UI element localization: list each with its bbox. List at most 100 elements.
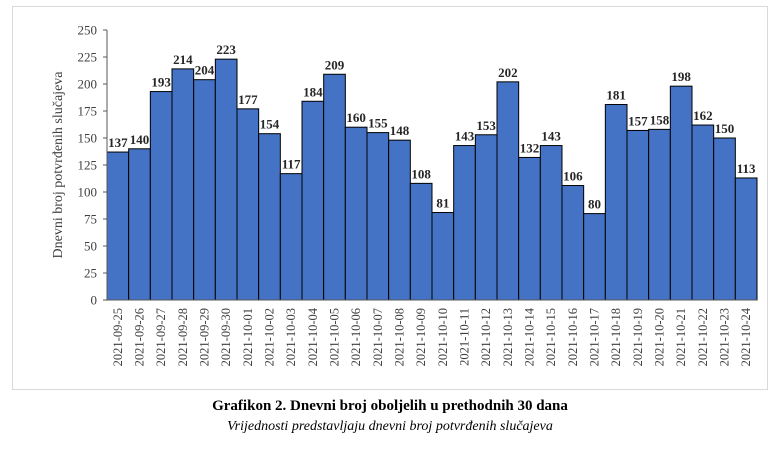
- x-tick-label: 2021-10-15: [544, 308, 558, 366]
- chart-caption-title: Grafikon 2. Dnevni broj oboljelih u pret…: [212, 398, 568, 414]
- bar: [561, 185, 585, 301]
- y-tick-label: 125: [78, 158, 98, 173]
- data-label: 160: [346, 110, 366, 125]
- y-tick-label: 250: [78, 23, 98, 38]
- bar: [604, 104, 628, 301]
- y-tick-label: 225: [78, 50, 98, 65]
- bar: [388, 139, 411, 301]
- data-label: 132: [520, 140, 540, 155]
- x-tick-label: 2021-10-07: [371, 308, 385, 366]
- x-tick-label: 2021-10-14: [523, 307, 537, 366]
- bar: [236, 108, 260, 301]
- bar: [301, 100, 325, 301]
- bar: [518, 156, 541, 301]
- bar: [626, 129, 650, 301]
- y-tick-label: 25: [84, 266, 97, 281]
- x-tick-label: 2021-10-04: [306, 307, 320, 366]
- x-axis-ticks: 2021-09-25 2021-09-26 2021-09-27 2021-09-28…: [111, 307, 753, 366]
- x-tick-label: 2021-10-03: [284, 308, 298, 366]
- x-tick-label: 2021-10-24: [739, 307, 753, 366]
- x-tick-label: 2021-10-06: [349, 308, 363, 366]
- x-tick-label: 2021-10-17: [588, 308, 602, 366]
- bar: [149, 91, 173, 301]
- data-label: 198: [671, 69, 691, 84]
- data-label: 143: [455, 129, 475, 144]
- x-tick-label: 2021-10-10: [436, 308, 450, 366]
- bar: [344, 126, 368, 301]
- x-tick-label: 2021-10-22: [696, 308, 710, 366]
- bar: [713, 137, 736, 301]
- x-tick-label: 2021-10-09: [414, 308, 428, 366]
- x-tick-label: 2021-10-01: [241, 308, 255, 366]
- data-label: 108: [411, 166, 431, 181]
- data-label: 148: [390, 123, 410, 138]
- data-label: 143: [541, 129, 561, 144]
- y-tick-label: 200: [78, 77, 98, 92]
- x-tick-label: 2021-10-12: [479, 308, 493, 366]
- data-label: 155: [368, 116, 388, 131]
- data-label: 209: [325, 57, 345, 72]
- data-label: 204: [195, 63, 215, 78]
- data-label: 181: [606, 88, 626, 103]
- y-axis-ticks: 0 25 50 75 100 125 150 175 200 225 250: [78, 23, 107, 308]
- data-label: 184: [303, 84, 323, 99]
- y-tick-label: 50: [84, 239, 97, 254]
- bar: [691, 124, 715, 301]
- bar: [193, 79, 216, 301]
- bar: [106, 151, 130, 301]
- x-tick-label: 2021-10-02: [263, 308, 277, 366]
- bar: [258, 133, 281, 301]
- x-tick-label: 2021-09-26: [133, 308, 147, 366]
- x-tick-label: 2021-10-19: [631, 308, 645, 366]
- bars: [106, 58, 758, 301]
- bar: [409, 182, 433, 301]
- y-tick-label: 0: [91, 293, 98, 308]
- data-label: 140: [130, 132, 150, 147]
- data-label: 214: [173, 52, 193, 67]
- x-tick-label: 2021-10-13: [501, 308, 515, 366]
- x-tick-label: 2021-10-18: [609, 308, 623, 366]
- bar: [669, 85, 693, 301]
- data-label: 80: [588, 197, 601, 212]
- bar: [214, 58, 238, 301]
- bar: [453, 145, 476, 301]
- data-label: 113: [737, 161, 756, 176]
- x-tick-label: 2021-09-27: [154, 308, 168, 366]
- y-tick-label: 150: [78, 131, 98, 146]
- data-label: 137: [108, 135, 128, 150]
- data-label: 158: [650, 112, 670, 127]
- bar: [539, 145, 563, 301]
- bar: [323, 73, 346, 301]
- bar: [431, 212, 455, 301]
- data-label: 117: [282, 157, 301, 172]
- y-axis-label: Dnevni broj potvrđenih slučajeva: [51, 71, 66, 259]
- data-label: 154: [260, 117, 280, 132]
- data-label: 150: [715, 121, 735, 136]
- x-tick-label: 2021-10-11: [458, 308, 472, 366]
- data-label: 162: [693, 108, 713, 123]
- data-label: 177: [238, 92, 258, 107]
- data-label: 81: [436, 196, 449, 211]
- y-tick-label: 75: [84, 212, 97, 227]
- bar: [496, 81, 520, 301]
- data-label: 106: [563, 169, 583, 184]
- x-tick-label: 2021-09-25: [111, 308, 125, 366]
- data-label: 202: [498, 65, 518, 80]
- x-tick-label: 2021-09-30: [219, 308, 233, 366]
- x-tick-label: 2021-10-21: [674, 308, 688, 366]
- chart-caption-subtitle: Vrijednosti predstavljaju dnevni broj po…: [227, 419, 553, 434]
- data-label: 193: [151, 75, 171, 90]
- bar: [734, 177, 758, 301]
- x-tick-label: 2021-10-08: [393, 308, 407, 366]
- bar: [474, 134, 498, 301]
- x-tick-label: 2021-10-16: [566, 308, 580, 366]
- bar: [366, 132, 390, 301]
- x-tick-label: 2021-10-20: [653, 308, 667, 366]
- x-tick-label: 2021-09-28: [176, 308, 190, 366]
- bar: [279, 173, 303, 301]
- chart-frame: [12, 6, 768, 390]
- data-label: 157: [628, 113, 648, 128]
- bar-chart: Dnevni broj potvrđenih slučajeva 0 25 50 75…: [51, 23, 758, 366]
- y-tick-label: 175: [78, 104, 98, 119]
